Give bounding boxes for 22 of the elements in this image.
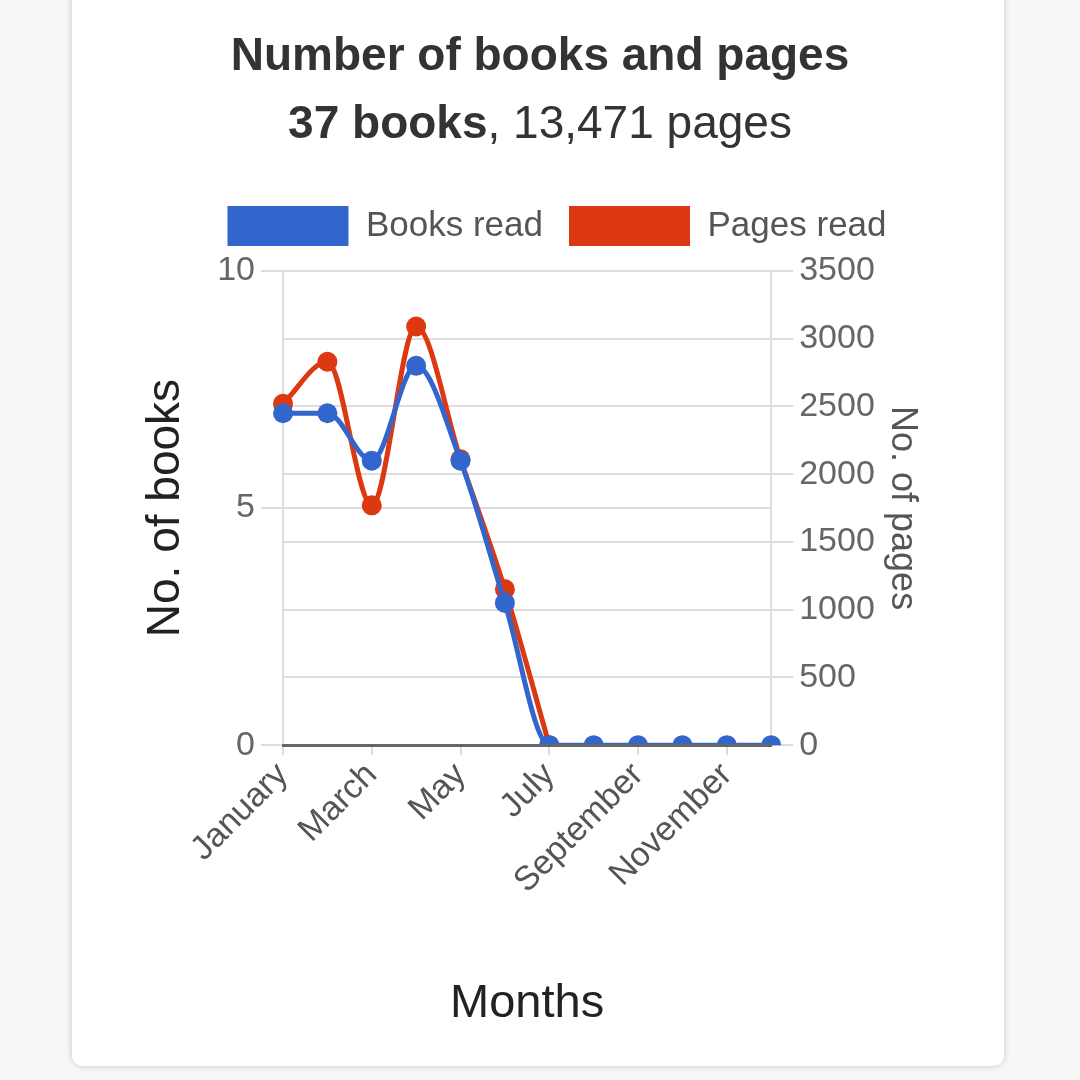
y-tick-label: 10: [217, 249, 256, 288]
y2-axis-title: No. of pages: [884, 406, 926, 611]
chart-title: Number of books and pages: [230, 28, 850, 80]
y2-tick-label: 500: [799, 655, 856, 694]
point: [406, 316, 427, 337]
y2-tick-label: 0: [799, 723, 819, 762]
y-tick-label: 5: [236, 486, 256, 525]
x-tick-label: May: [399, 754, 473, 827]
legend-label: Books read: [365, 203, 544, 243]
y2-tick-label: 2000: [799, 452, 875, 491]
y-axis-title: No. of books: [137, 378, 190, 638]
point: [361, 495, 382, 516]
point: [317, 351, 338, 372]
x-axis-title: Months: [450, 973, 605, 1027]
y2-tick-label: 3000: [799, 317, 875, 356]
y-tick-label: 0: [236, 723, 256, 762]
y2-tick-label: 2500: [799, 384, 875, 423]
legend-label: Pages read: [707, 203, 887, 243]
chart-subtitle: 37 books, 13,471 pages: [288, 96, 792, 148]
y2-tick-label: 1500: [799, 520, 875, 559]
y2-tick-label: 3500: [799, 249, 875, 288]
y2-tick-label: 1000: [799, 588, 875, 627]
